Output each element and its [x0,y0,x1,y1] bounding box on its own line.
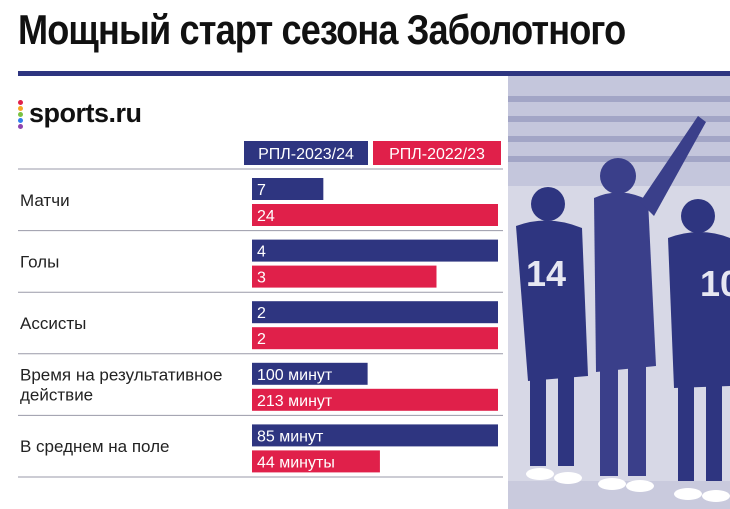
bar-value-label: 44 минуты [257,454,335,471]
bar-2 [252,327,498,350]
bar-value-label: 7 [257,182,266,199]
bar-value-label: 100 минут [257,367,333,384]
bar-value-label: 3 [257,270,266,287]
category-label: Голы [20,252,59,271]
sports-ru-logo: sports.ru [18,98,178,134]
comparison-bar-chart: РПЛ-2023/24 РПЛ-2022/23 Матчи 7 24 Голы 4 3 Асси… [18,141,503,478]
legend-label-1: РПЛ-2023/24 [258,146,354,163]
category-label: Время на результативное действие [20,366,222,405]
bar-value-label: 2 [257,305,266,322]
logo-text: sports.ru [29,98,142,128]
bar-2 [252,388,498,411]
bar-value-label: 85 минут [257,428,324,445]
bar-2 [252,204,498,226]
legend-label-2: РПЛ-2022/23 [389,146,485,163]
bar-1 [252,362,368,385]
bar-value-label: 4 [257,244,266,261]
bar-1 [252,301,498,324]
bar-1 [252,239,498,262]
svg-text:10: 10 [700,263,730,304]
title-underline [18,71,730,76]
bar-2 [252,265,437,288]
bar-value-label: 2 [257,331,266,348]
legend-swatch-1 [244,141,368,165]
bar-value-label: 24 [257,208,275,225]
category-label: Ассисты [20,314,86,333]
bar-value-label: 213 минут [257,393,333,410]
bar-1 [252,178,324,200]
football-players-celebration-photo: 14 10 [508,76,730,509]
legend-swatch-2 [373,141,501,165]
category-label: В среднем на поле [20,437,170,456]
page-title: Мощный старт сезона Заболотного [18,6,626,53]
svg-text:14: 14 [526,253,566,294]
logo-dots-icon [18,100,24,130]
bar-1 [252,424,498,447]
category-label: Матчи [20,191,70,210]
bar-2 [252,450,380,473]
